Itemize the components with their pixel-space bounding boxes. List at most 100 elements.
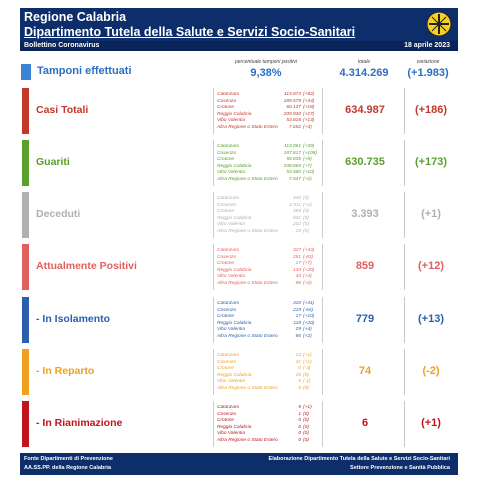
province-name: Reggio Calabria <box>217 267 252 273</box>
province-delta: (+1) <box>303 202 312 208</box>
province-value: 59.835 <box>286 157 301 163</box>
province-name: Vibo Valentia <box>217 431 246 437</box>
section-color-bar <box>22 401 29 447</box>
province-name: Altra Regione o Stato Estero <box>217 386 278 391</box>
total-value: 4.314.269 <box>339 67 389 79</box>
province-row: Vibo Valentia 0 (0) <box>217 431 321 437</box>
tamponi-label: Tamponi effettuati <box>37 65 132 77</box>
province-delta: (0) <box>303 418 309 424</box>
province-name: Cosenza <box>217 202 236 208</box>
tamponi-marker <box>21 64 31 80</box>
province-value: 1.511 <box>289 202 301 208</box>
province-row: Catanzaro 310 (+41) <box>217 301 321 307</box>
tamponi-row: Tamponi effettuati percentuale tamponi p… <box>20 59 458 84</box>
province-list: Catanzaro 113.873 (+92) Cosenza 189.579 (+44)… <box>213 88 323 134</box>
section-label: Deceduti <box>36 208 81 220</box>
province-delta: (+18) <box>303 105 315 111</box>
province-delta: (+44) <box>303 98 315 104</box>
province-delta: (+4) <box>303 327 312 333</box>
department-title: Dipartimento Tutela della Salute e Servi… <box>24 25 356 39</box>
province-delta: (+2) <box>303 334 312 339</box>
province-value: 310 <box>292 301 301 306</box>
section-total: 3.393 <box>351 208 379 220</box>
column-divider <box>404 349 405 395</box>
province-row: Crotone 285 (0) <box>217 209 321 215</box>
province-name: Cosenza <box>217 254 236 260</box>
province-value: 0 <box>298 431 301 437</box>
province-value: 22 <box>295 353 301 358</box>
column-divider <box>404 192 405 238</box>
province-row: Crotone 0 (-3) <box>217 366 321 372</box>
province-row: Catanzaro 113.873 (+92) <box>217 92 321 98</box>
province-name: Crotone <box>217 314 235 320</box>
section-variation: (+13) <box>418 313 444 325</box>
province-delta: (0) <box>303 438 309 443</box>
province-row: Cosenza 187.817 (+108) <box>217 151 321 157</box>
province-list: Catanzaro 22 (+1) Cosenza 31 (+1) Crotone 0 (-3)… <box>213 349 323 395</box>
section-total: 630.735 <box>345 156 385 168</box>
province-name: Reggio Calabria <box>217 424 252 430</box>
province-row: Catanzaro 445 (0) <box>217 196 321 202</box>
province-delta: (0) <box>303 411 309 417</box>
province-value: 219 <box>292 307 301 313</box>
province-name: Crotone <box>217 105 235 111</box>
province-value: 53.580 <box>286 170 301 176</box>
province-row: Altra Regione o Stato Estero 0 (0) <box>217 438 321 444</box>
province-value: 19 <box>295 229 301 234</box>
province-row: Crotone 17 (+7) <box>217 261 321 267</box>
footer-elaboration-2: Settore Prevenzione e Sanità Pubblica <box>350 465 450 471</box>
province-row: Reggio Calabria 16 (0) <box>217 373 321 379</box>
section-5: - In Reparto Catanzaro 22 (+1) Cosenza 31 (+1)… <box>20 349 458 395</box>
region-crest-icon <box>426 11 452 37</box>
region-title: Regione Calabria <box>24 10 127 24</box>
province-name: Cosenza <box>217 150 236 156</box>
province-row: Reggio Calabria 0 (0) <box>217 425 321 431</box>
province-delta: (0) <box>303 222 309 228</box>
section-label: Casi Totali <box>36 104 89 116</box>
province-value: 202 <box>292 222 301 228</box>
province-name: Altra Regione o Stato Estero <box>217 334 278 339</box>
province-value: 86 <box>295 281 301 286</box>
column-divider <box>404 401 405 447</box>
province-row: Altra Regione o Stato Estero 0 (0) <box>217 386 321 392</box>
province-name: Vibo Valentia <box>217 274 246 280</box>
province-value: 931 <box>292 215 301 221</box>
province-delta: (+1) <box>303 353 312 358</box>
column-divider <box>404 140 405 186</box>
province-name: Catanzaro <box>217 92 240 97</box>
province-value: 113.873 <box>284 92 301 97</box>
section-variation: (+12) <box>418 260 444 272</box>
province-row: Vibo Valentia 29 (+4) <box>217 327 321 333</box>
province-name: Reggio Calabria <box>217 372 252 378</box>
province-name: Vibo Valentia <box>217 327 246 333</box>
province-delta: (0) <box>303 386 309 391</box>
section-total: 634.987 <box>345 104 385 116</box>
total-header: totale <box>357 59 371 65</box>
province-row: Vibo Valentia 53.816 (+13) <box>217 118 321 124</box>
province-row: Cosenza 1.511 (+1) <box>217 203 321 209</box>
province-value: 327 <box>292 248 301 253</box>
province-delta: (+7) <box>303 163 312 169</box>
footer-source-2: AA.SS.PP. della Regione Calabria <box>24 465 112 471</box>
province-name: Catanzaro <box>217 144 240 149</box>
province-row: Crotone 60.137 (+18) <box>217 105 321 111</box>
province-value: 1 <box>298 411 301 417</box>
province-delta: (+10) <box>303 170 315 176</box>
province-name: Catanzaro <box>217 196 240 201</box>
section-6: - In Rianimazione Catanzaro 5 (+1) Cosenza 1(… <box>20 401 458 447</box>
province-delta: (+27) <box>303 111 315 117</box>
province-row: Cosenza 31 (+1) <box>217 360 321 366</box>
province-delta: (+13) <box>303 118 315 124</box>
province-delta: (+108) <box>303 150 317 156</box>
province-row: Catanzaro 113.061 (+39) <box>217 144 321 150</box>
province-value: 0 <box>298 418 301 424</box>
province-value: 113.061 <box>284 144 301 149</box>
section-variation: (+173) <box>414 156 448 168</box>
province-name: Reggio Calabria <box>217 320 252 326</box>
province-value: 0 <box>298 366 301 372</box>
province-value: 285 <box>292 209 301 215</box>
province-delta: (+1) <box>303 359 312 365</box>
section-label: - In Isolamento <box>36 313 111 325</box>
province-row: Crotone 0 (0) <box>217 418 321 424</box>
province-value: 5 <box>298 405 301 410</box>
